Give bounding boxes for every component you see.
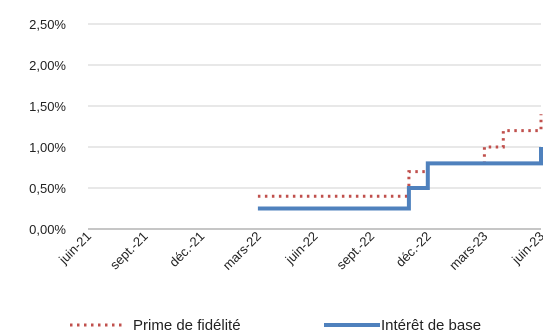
x-tick-label: sept.-21 xyxy=(107,229,151,273)
series-line-prime-de-fidelite xyxy=(257,114,543,198)
y-tick-label: 1,50% xyxy=(29,99,66,114)
x-tick-label: déc.-21 xyxy=(166,229,207,270)
x-tick-label: mars-23 xyxy=(446,229,490,273)
y-axis-tick-labels: 0,00% 0,50% 1,00% 1,50% 2,00% 2,50% xyxy=(29,17,66,237)
y-tick-label: 1,00% xyxy=(29,140,66,155)
series-lines xyxy=(257,114,543,211)
x-tick-label: mars-22 xyxy=(220,229,264,273)
series-line-interet-de-base xyxy=(257,147,543,211)
x-tick-label: juin-22 xyxy=(282,229,321,268)
y-tick-label: 2,50% xyxy=(29,17,66,32)
y-tick-label: 2,00% xyxy=(29,58,66,73)
legend-label-prime-de-fidelite: Prime de fidélité xyxy=(133,317,241,334)
x-tick-label: déc.-22 xyxy=(393,229,434,270)
y-tick-label: 0,00% xyxy=(29,222,66,237)
legend-label-interet-de-base: Intérêt de base xyxy=(381,317,481,334)
gridlines xyxy=(88,23,541,230)
y-tick-label: 0,50% xyxy=(29,181,66,196)
legend-item-prime-de-fidelite: Prime de fidélité xyxy=(70,317,241,334)
x-tick-label: sept.-22 xyxy=(333,229,377,273)
legend-item-interet-de-base: Intérêt de base xyxy=(324,317,481,334)
legend: Prime de fidélité Intérêt de base xyxy=(70,317,481,334)
x-tick-label: juin-23 xyxy=(508,229,543,268)
x-axis-tick-labels: juin-21 sept.-21 déc.-21 mars-22 juin-22 sept… xyxy=(55,229,543,273)
